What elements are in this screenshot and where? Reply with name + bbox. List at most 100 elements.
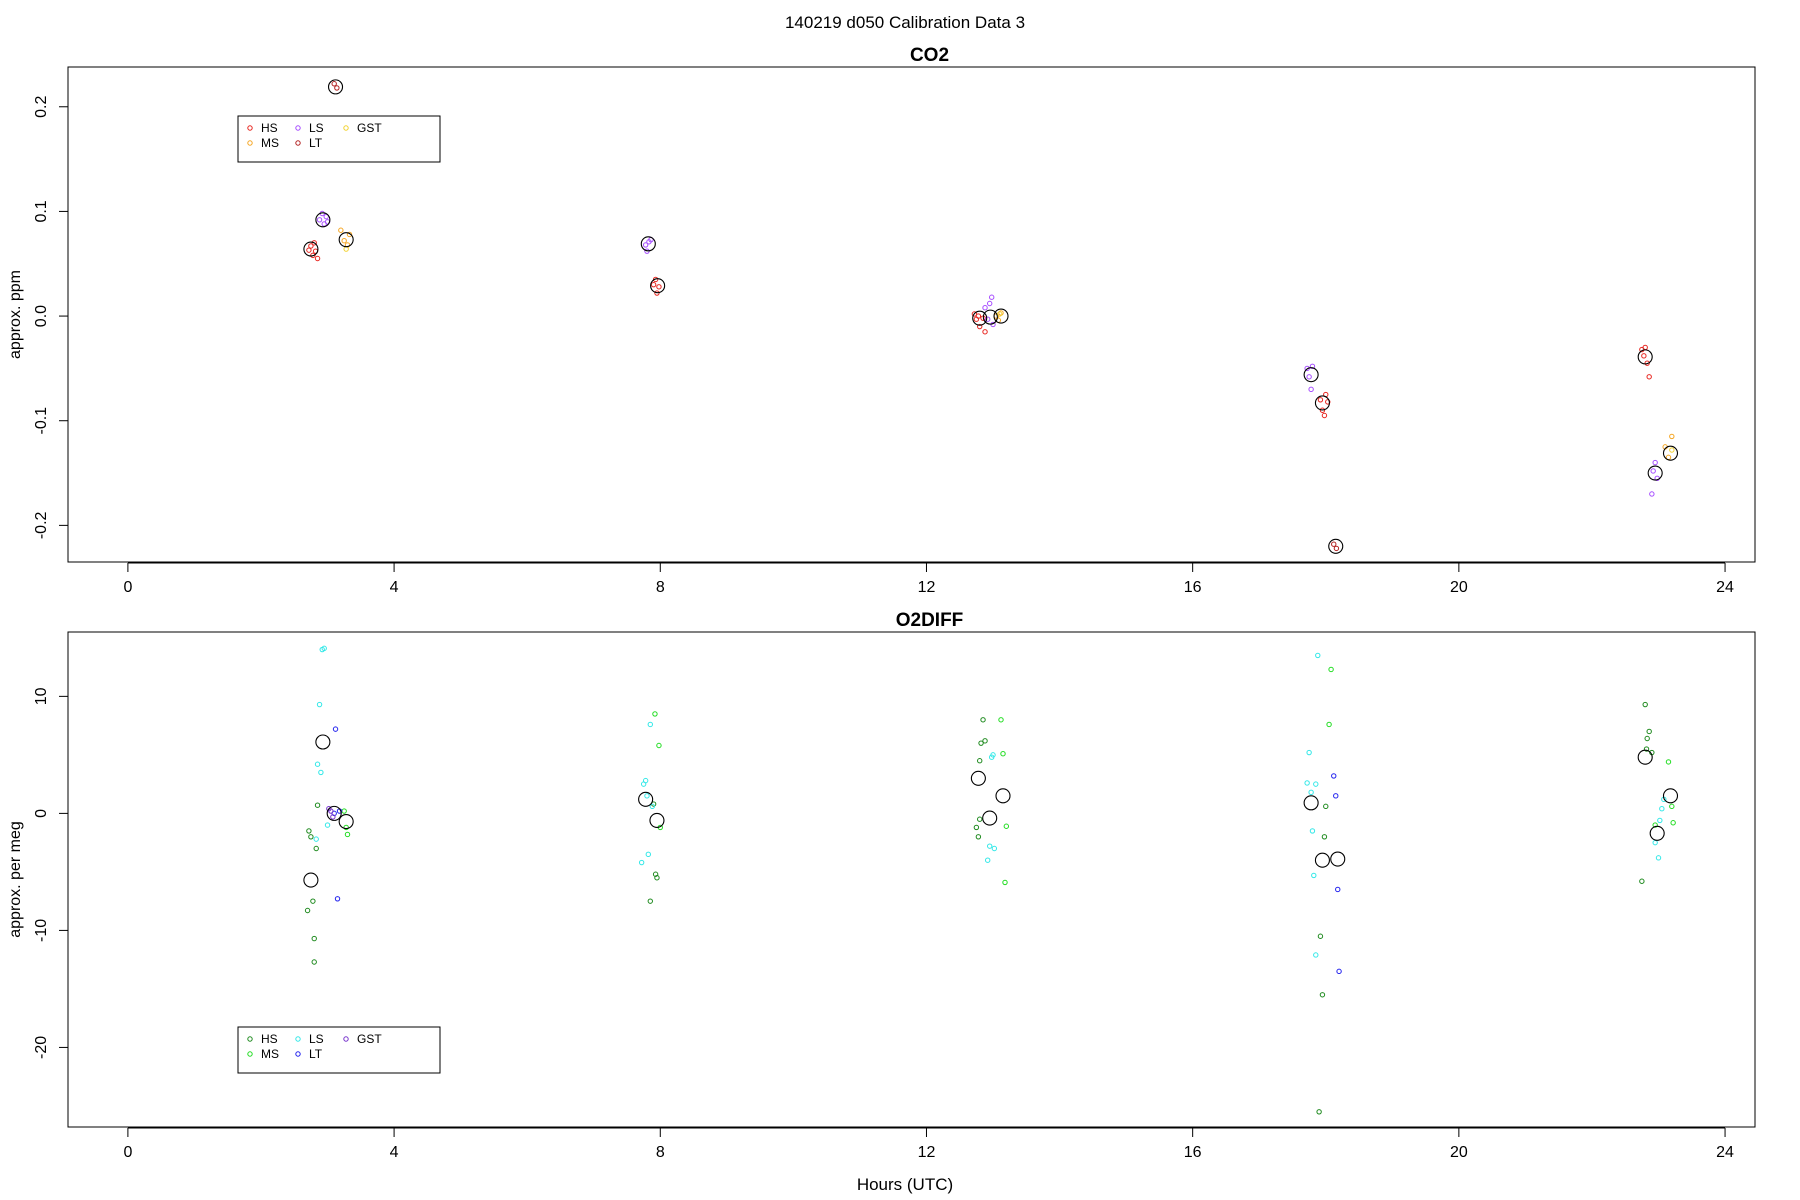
series-hs [306, 240, 1652, 419]
data-point [1319, 407, 1326, 413]
data-point [1652, 822, 1658, 828]
x-tick-label: 8 [656, 1144, 665, 1161]
data-point [306, 828, 312, 834]
data-point [1311, 872, 1317, 879]
mean-point [315, 734, 331, 750]
data-point [1655, 855, 1662, 861]
y-axis: -0.2 -0.1 0.0 0.1 0.2 [33, 96, 69, 539]
x-tick-label: 24 [1716, 1144, 1734, 1161]
data-point [1306, 374, 1312, 380]
data-point [986, 300, 993, 307]
mean-point [303, 241, 319, 257]
y-axis-label: approx. per meg [7, 821, 24, 938]
data-point [343, 246, 349, 252]
data-point [1642, 344, 1648, 351]
data-point [330, 814, 336, 820]
data-point [1317, 933, 1324, 939]
mean-point [326, 805, 342, 821]
y-tick-label: -10 [33, 919, 50, 942]
data-point [1308, 789, 1314, 796]
data-point [1650, 468, 1656, 474]
data-point [977, 816, 983, 822]
data-point [1326, 721, 1332, 728]
data-point [647, 721, 653, 728]
legend-item-lt: LT [295, 1047, 323, 1061]
data-point [647, 898, 653, 904]
data-point [642, 242, 649, 248]
data-point [311, 959, 317, 965]
data-point [1642, 701, 1648, 708]
data-point [313, 845, 319, 852]
data-point [306, 247, 312, 253]
mean-point [338, 232, 354, 248]
mean-point [1303, 367, 1319, 383]
data-point [990, 752, 996, 758]
data-point [975, 834, 982, 840]
data-point [1336, 968, 1342, 975]
data-point [1308, 386, 1314, 393]
data-point [323, 213, 329, 220]
data-point [1652, 839, 1658, 846]
data-point [1319, 992, 1326, 998]
legend-label: HS [261, 1032, 278, 1046]
mean-point [338, 814, 354, 830]
data-point [1665, 759, 1672, 765]
data-point [334, 85, 340, 91]
y-tick-label: -0.2 [33, 511, 50, 539]
x-tick-label: 20 [1450, 579, 1468, 596]
legend-label: GST [357, 1032, 382, 1046]
data-point [1333, 545, 1340, 552]
panel-title: O2DIFF [896, 610, 964, 631]
legend-label: LT [309, 136, 323, 150]
series-mean [303, 734, 1679, 888]
data-point [1643, 746, 1650, 752]
data-point [1002, 879, 1008, 886]
data-point [656, 742, 662, 749]
mean-point [640, 236, 656, 252]
data-point [1315, 652, 1321, 659]
data-point [316, 701, 323, 708]
data-point [1659, 806, 1665, 812]
x-axis: 0 4 8 12 16 20 24 [123, 562, 1734, 596]
data-point [650, 281, 657, 288]
data-point [1317, 397, 1324, 403]
series-ls [313, 645, 1667, 958]
data-point [973, 824, 980, 831]
mean-point [327, 79, 344, 95]
mean-point [303, 872, 319, 888]
data-point [341, 238, 347, 244]
data-point [1309, 363, 1316, 370]
data-point [1323, 803, 1329, 810]
data-point [1325, 399, 1331, 405]
data-point [644, 793, 650, 799]
legend-label: LS [309, 121, 324, 135]
data-point [1331, 773, 1337, 779]
legend-marker [247, 125, 253, 131]
data-point [984, 857, 991, 863]
x-tick-label: 8 [656, 579, 665, 596]
data-point [978, 740, 984, 746]
data-point [1313, 781, 1319, 787]
mean-point [1647, 465, 1663, 481]
data-point [977, 758, 983, 764]
legend-marker [247, 1051, 253, 1057]
x-tick-label: 4 [390, 579, 399, 596]
data-point [314, 761, 321, 767]
legend-item-gst: GST [343, 121, 382, 135]
mean-point [1330, 851, 1346, 867]
data-point [980, 717, 986, 723]
mean-point [1303, 795, 1319, 811]
series-ms [341, 666, 1676, 886]
legend-item-hs: HS [247, 121, 278, 135]
data-point [344, 831, 351, 838]
data-point [313, 836, 319, 842]
data-point [642, 777, 649, 784]
data-point [343, 824, 349, 831]
y-axis: -20 -10 0 10 [33, 687, 69, 1059]
legend-marker [295, 1036, 301, 1042]
data-point [341, 808, 347, 814]
mean-point [1637, 749, 1653, 765]
data-point [308, 834, 314, 840]
